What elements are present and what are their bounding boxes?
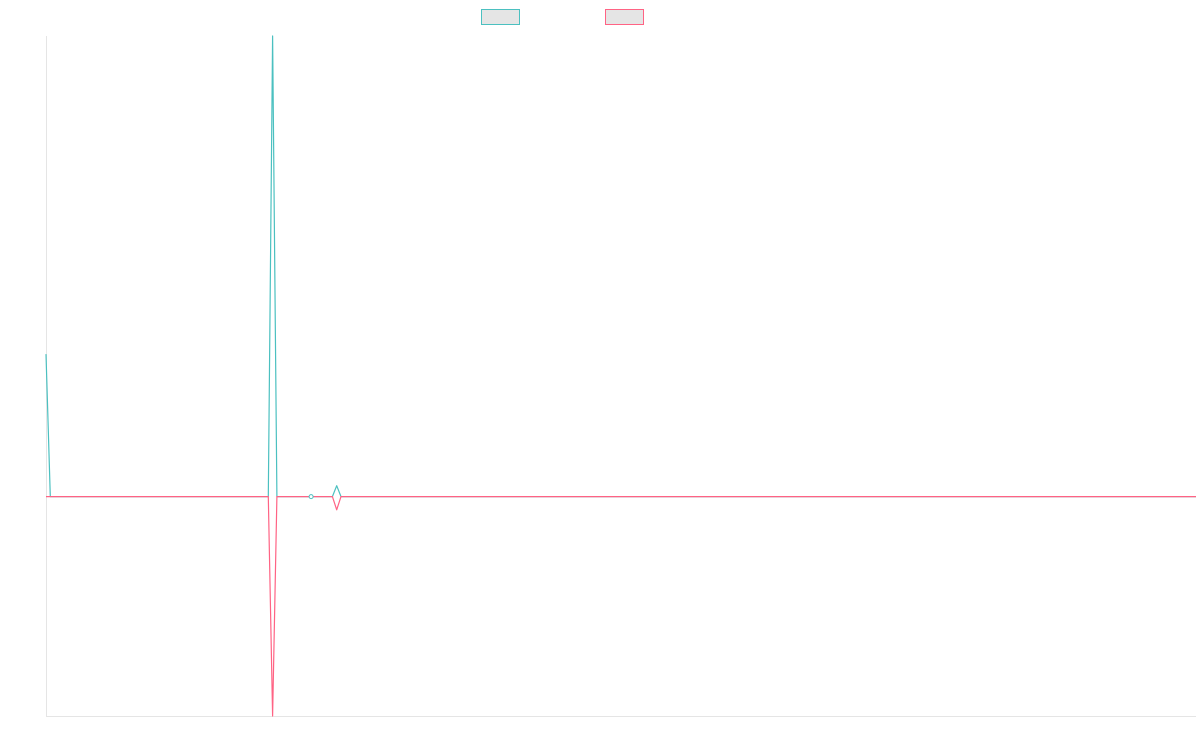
data-point-marker-1[interactable] <box>308 494 314 500</box>
series-line-1[interactable] <box>45 35 1196 498</box>
series-line-2[interactable] <box>46 496 1196 717</box>
legend-swatch-series-2[interactable] <box>605 9 644 25</box>
legend-swatch-series-1[interactable] <box>481 9 520 25</box>
